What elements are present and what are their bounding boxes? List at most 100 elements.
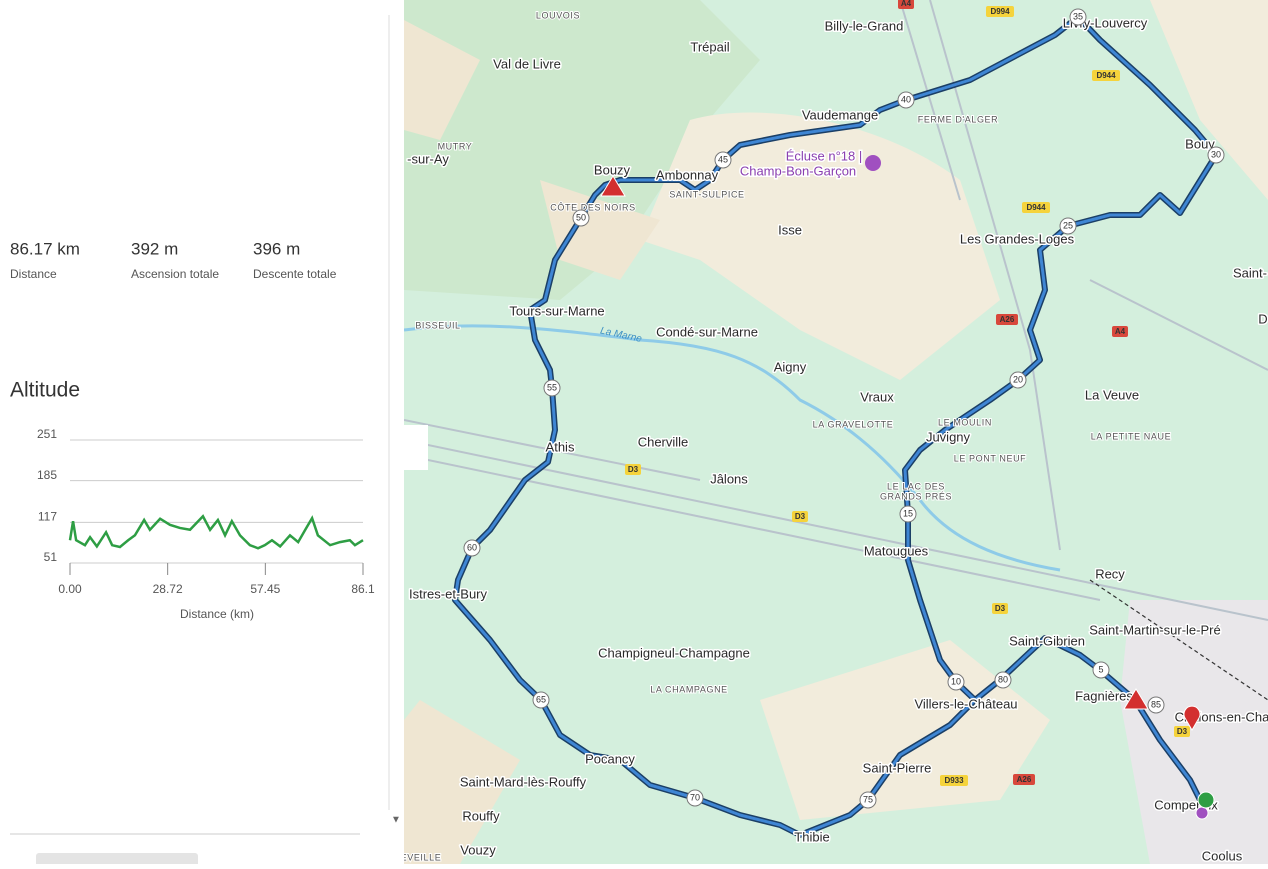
km-label: 85: [1151, 699, 1161, 709]
y-tick-label: 117: [38, 510, 57, 524]
place-label[interactable]: EVEILLE: [401, 851, 442, 863]
place-label[interactable]: Saint-Martin-sur-le-Pré: [1088, 621, 1222, 639]
road-badge: [625, 464, 641, 475]
panel-toggle[interactable]: [404, 425, 428, 470]
place-label[interactable]: Rouffy: [461, 807, 502, 825]
x-axis-label: Distance (km): [180, 607, 254, 621]
place-label[interactable]: Saint-: [1232, 264, 1268, 282]
warning-icon[interactable]: [1123, 688, 1149, 710]
place-label[interactable]: -sur-Ay: [406, 150, 451, 168]
place-label[interactable]: GRANDS PRÉS: [879, 490, 953, 502]
altitude-line: [68, 514, 364, 550]
place-label[interactable]: Isse: [777, 221, 804, 239]
place-label[interactable]: Thibie: [793, 828, 831, 846]
place-label[interactable]: Les Grandes-Loges: [958, 230, 1076, 248]
place-label[interactable]: Aigny: [772, 358, 808, 376]
km-marker: [1092, 661, 1110, 679]
via-pin[interactable]: [1195, 806, 1209, 820]
place-label[interactable]: LA GRAVELOTTE: [812, 418, 894, 430]
warning-icon[interactable]: [600, 175, 626, 197]
place-label[interactable]: Trépail: [689, 38, 731, 56]
place-label[interactable]: Condé-sur-Marne: [655, 323, 760, 341]
place-label[interactable]: Vouzy: [459, 841, 498, 859]
road-badge: [986, 6, 1014, 17]
poi-icon[interactable]: [865, 155, 881, 171]
place-label[interactable]: LA PETITE NAUE: [1090, 430, 1172, 442]
road-label: D3: [628, 465, 639, 474]
road-label: D944: [1026, 203, 1046, 212]
place-label[interactable]: Athis: [544, 438, 576, 456]
place-label[interactable]: La Veuve: [1083, 386, 1140, 404]
place-label[interactable]: Cherville: [636, 433, 690, 451]
km-label: 55: [547, 382, 557, 392]
place-label[interactable]: Saint-Pierre: [861, 759, 933, 777]
place-label[interactable]: Coolus: [1200, 847, 1244, 864]
km-label: 50: [576, 212, 586, 222]
road-label: D994: [990, 7, 1010, 16]
place-label[interactable]: Matougues: [862, 542, 930, 560]
x-tick-label: 57.45: [250, 582, 280, 596]
place-label[interactable]: Fagnières: [1074, 687, 1135, 705]
y-tick-label: 185: [37, 468, 57, 482]
place-label[interactable]: FERME D'ALGER: [917, 113, 999, 125]
poi-label[interactable]: Écluse n°18 |: [784, 147, 864, 165]
place-label[interactable]: LE PONT NEUF: [953, 452, 1027, 464]
place-label[interactable]: Recy: [1094, 565, 1127, 583]
km-marker: [532, 691, 550, 709]
route: [453, 15, 1218, 837]
y-tick-label: 51: [44, 550, 58, 564]
place-label[interactable]: Val de Livre: [492, 55, 563, 73]
place-label[interactable]: D: [1257, 310, 1268, 328]
place-label[interactable]: Vraux: [859, 388, 896, 406]
place-label[interactable]: LE MOULIN: [937, 416, 992, 428]
place-label[interactable]: Saint-Mard-lès-Rouffy: [458, 773, 588, 791]
start-pin[interactable]: [1197, 791, 1215, 809]
place-label[interactable]: BISSEUIL: [414, 319, 461, 331]
road-badge: [1022, 202, 1050, 213]
place-label[interactable]: LE LAC DES: [886, 480, 945, 492]
km-marker: [1069, 8, 1087, 26]
x-tick-label: 86.1: [351, 582, 375, 596]
road-badge: [940, 775, 968, 786]
km-label: 15: [903, 508, 913, 518]
place-label[interactable]: CÔTE DES NOIRS: [549, 201, 636, 213]
place-label[interactable]: Tours-sur-Marne: [508, 302, 606, 320]
place-label[interactable]: Vaudemange: [800, 106, 879, 124]
road-label: D933: [944, 776, 964, 785]
place-label[interactable]: LOUVOIS: [535, 9, 581, 21]
place-label[interactable]: Bouzy: [592, 161, 632, 179]
place-label[interactable]: Saint-Gibrien: [1008, 632, 1087, 650]
km-marker: [994, 671, 1012, 689]
km-label: 80: [998, 674, 1008, 684]
place-label[interactable]: Ambonnay: [654, 166, 720, 184]
place-label[interactable]: Istres-et-Bury: [407, 585, 489, 603]
place-label[interactable]: Bouy: [1184, 135, 1217, 153]
place-label[interactable]: SAINT-SULPICE: [668, 188, 745, 200]
place-label[interactable]: Juvigny: [924, 428, 972, 446]
stat-value: 86.17 km: [10, 239, 80, 258]
km-marker: [1059, 217, 1077, 235]
stat-label: Descente totale: [253, 267, 337, 281]
end-pin[interactable]: [1183, 705, 1201, 731]
chart-title: Altitude: [10, 379, 80, 402]
poi-label[interactable]: Champ-Bon-Garçon: [738, 162, 857, 180]
place-label[interactable]: MUTRY: [437, 140, 473, 152]
place-label[interactable]: Villers-le-Château: [913, 695, 1019, 713]
km-marker: [947, 673, 965, 691]
place-label[interactable]: Champigneul-Champagne: [597, 644, 752, 662]
km-marker: [714, 151, 732, 169]
place-label[interactable]: LA CHAMPAGNE: [649, 683, 728, 695]
place-label[interactable]: Pocancy: [584, 750, 637, 768]
button[interactable]: [36, 853, 198, 869]
km-marker: [1009, 371, 1027, 389]
scroll-arrow[interactable]: ▼: [391, 815, 401, 826]
road-badge: [898, 0, 914, 9]
km-label: 60: [467, 542, 477, 552]
road-label: D944: [1096, 71, 1116, 80]
place-label[interactable]: Billy-le-Grand: [823, 17, 905, 35]
km-marker: [899, 505, 917, 523]
place-label[interactable]: Jâlons: [709, 470, 750, 488]
